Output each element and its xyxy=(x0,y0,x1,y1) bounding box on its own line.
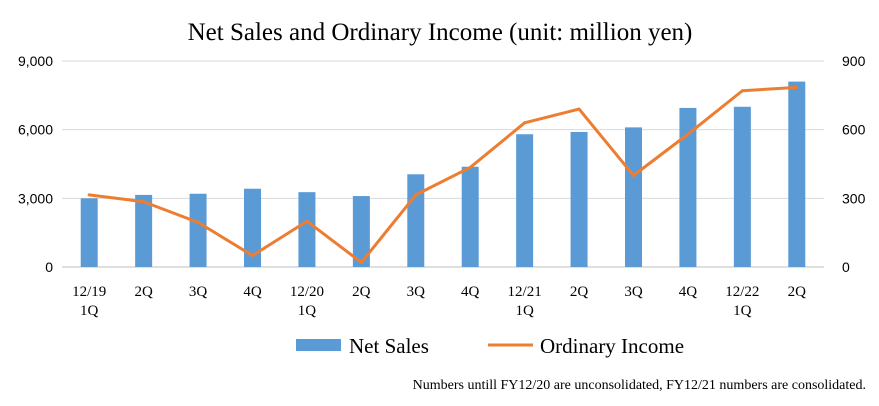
x-axis-category-label: 12/19 xyxy=(72,284,106,300)
x-axis-category-label: 3Q xyxy=(624,284,643,300)
net-sales-bar xyxy=(788,81,806,267)
ordinary-income-point xyxy=(740,89,744,93)
left-axis-tick-label: 0 xyxy=(45,259,53,275)
x-axis-category-label: 1Q xyxy=(80,303,99,319)
legend-swatch-net-sales xyxy=(296,339,341,351)
x-axis-categories: 12/19 1Q 2Q 3Q 4Q 12/20 1Q 2Q 3Q 4Q 12/21 1Q 2Q 3Q 4Q 1… xyxy=(72,284,806,319)
ordinary-income-point xyxy=(632,173,635,177)
x-axis-category-label: 2Q xyxy=(570,284,589,300)
legend-label-ordinary-income: Ordinary Income xyxy=(540,334,684,358)
x-axis-category-label: 12/21 xyxy=(508,284,542,300)
net-sales-bar xyxy=(135,194,153,267)
x-axis-category-label: 2Q xyxy=(352,284,371,300)
net-sales-bar xyxy=(407,174,425,267)
right-axis-tick-label: 0 xyxy=(842,259,850,275)
x-axis-category-label: 1Q xyxy=(298,303,317,319)
net-sales-bars xyxy=(80,81,806,268)
net-sales-bar xyxy=(516,134,534,267)
ordinary-income-line xyxy=(87,85,799,264)
x-axis-category-label: 4Q xyxy=(461,284,480,300)
ordinary-income-point xyxy=(523,121,527,125)
ordinary-income-series-line xyxy=(87,85,799,264)
left-axis-tick-label: 3,000 xyxy=(18,190,53,206)
net-sales-bar xyxy=(244,188,261,267)
x-axis-category-label: 12/22 xyxy=(725,284,759,300)
x-axis-category-label: 2Q xyxy=(134,284,153,300)
ordinary-income-point xyxy=(795,85,799,89)
x-axis-category-label: 2Q xyxy=(788,284,807,300)
net-sales-bar xyxy=(80,198,98,267)
net-sales-bar xyxy=(461,166,479,267)
right-axis-ticks: 0 300 600 900 xyxy=(842,53,866,275)
x-axis-category-label: 1Q xyxy=(733,303,752,319)
right-axis-tick-label: 600 xyxy=(842,122,866,138)
ordinary-income-point xyxy=(305,219,309,223)
x-axis-category-label: 1Q xyxy=(515,303,534,319)
right-axis-tick-label: 300 xyxy=(842,190,866,206)
ordinary-income-point xyxy=(87,193,91,197)
net-sales-bar xyxy=(679,107,697,267)
chart-title: Net Sales and Ordinary Income (unit: mil… xyxy=(188,19,693,46)
ordinary-income-point xyxy=(196,220,200,224)
net-sales-bar xyxy=(298,192,316,267)
gridlines xyxy=(62,60,824,268)
ordinary-income-point xyxy=(251,254,254,258)
net-sales-bar xyxy=(733,106,751,268)
ordinary-income-point xyxy=(577,107,581,111)
net-sales-bar xyxy=(189,193,207,267)
legend-label-net-sales: Net Sales xyxy=(349,334,429,358)
right-axis-tick-label: 900 xyxy=(842,53,866,69)
x-axis-category-label: 12/20 xyxy=(290,284,324,300)
ordinary-income-point xyxy=(359,260,363,264)
footnote: Numbers untill FY12/20 are unconsolidate… xyxy=(413,378,866,393)
left-axis-tick-label: 6,000 xyxy=(18,122,53,138)
x-axis-category-label: 4Q xyxy=(679,284,698,300)
left-axis-ticks: 0 3,000 6,000 9,000 xyxy=(18,53,53,275)
x-axis-category-label: 3Q xyxy=(189,284,208,300)
x-axis-category-label: 4Q xyxy=(243,284,262,300)
ordinary-income-point xyxy=(142,200,146,204)
ordinary-income-point xyxy=(468,165,472,169)
ordinary-income-point xyxy=(686,132,690,136)
net-sales-bar xyxy=(570,131,588,267)
ordinary-income-point xyxy=(414,193,418,197)
legend: Net Sales Ordinary Income xyxy=(296,334,684,358)
net-sales-bar xyxy=(352,196,370,267)
left-axis-tick-label: 9,000 xyxy=(18,53,53,69)
net-sales-bar xyxy=(625,127,642,267)
x-axis-category-label: 3Q xyxy=(407,284,426,300)
